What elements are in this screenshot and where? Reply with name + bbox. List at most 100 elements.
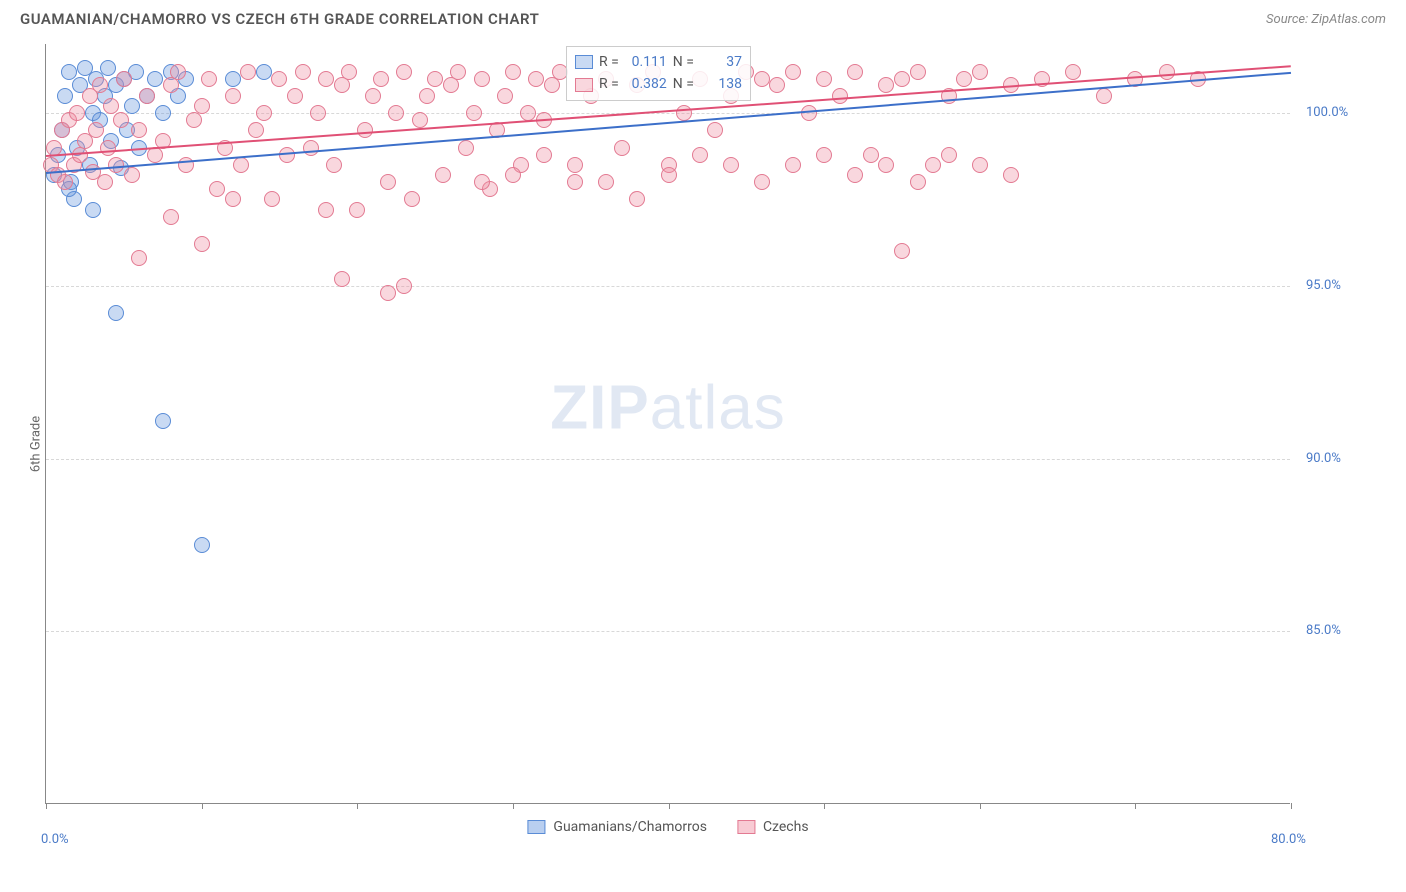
data-point — [334, 271, 350, 287]
data-point — [941, 147, 957, 163]
data-point — [380, 174, 396, 190]
data-point — [629, 191, 645, 207]
x-tick — [46, 803, 47, 809]
data-point — [404, 191, 420, 207]
data-point — [365, 88, 381, 104]
chart-source: Source: ZipAtlas.com — [1266, 12, 1386, 27]
data-point — [754, 71, 770, 87]
data-point — [233, 157, 249, 173]
y-axis-label: 6th Grade — [29, 416, 44, 472]
x-tick — [513, 803, 514, 809]
data-point — [443, 77, 459, 93]
data-point — [147, 71, 163, 87]
data-point — [894, 71, 910, 87]
data-point — [357, 122, 373, 138]
data-point — [520, 105, 536, 121]
data-point — [88, 122, 104, 138]
data-point — [295, 64, 311, 80]
data-point — [894, 243, 910, 259]
data-point — [816, 147, 832, 163]
data-point — [754, 174, 770, 190]
data-point — [310, 105, 326, 121]
data-point — [271, 71, 287, 87]
data-point — [108, 305, 124, 321]
data-point — [707, 122, 723, 138]
data-point — [412, 112, 428, 128]
data-point — [972, 64, 988, 80]
data-point — [85, 202, 101, 218]
y-tick-label: 95.0% — [1306, 278, 1341, 293]
data-point — [1065, 64, 1081, 80]
data-point — [528, 71, 544, 87]
data-point — [256, 105, 272, 121]
legend-swatch — [737, 820, 755, 834]
data-point — [334, 77, 350, 93]
data-point — [466, 105, 482, 121]
legend-label: Guamanians/Chamorros — [553, 819, 707, 835]
data-point — [225, 71, 241, 87]
legend-item: Guamanians/Chamorros — [527, 819, 707, 835]
data-point — [349, 202, 365, 218]
legend-item: Czechs — [737, 819, 809, 835]
legend-swatch — [575, 55, 593, 69]
data-point — [69, 105, 85, 121]
data-point — [474, 174, 490, 190]
x-tick — [202, 803, 203, 809]
data-point — [956, 71, 972, 87]
data-point — [131, 122, 147, 138]
data-point — [116, 71, 132, 87]
data-point — [474, 71, 490, 87]
data-point — [1096, 88, 1112, 104]
data-point — [61, 64, 77, 80]
data-point — [847, 64, 863, 80]
data-point — [435, 167, 451, 183]
data-point — [910, 64, 926, 80]
data-point — [380, 285, 396, 301]
y-tick-label: 85.0% — [1306, 623, 1341, 638]
data-point — [373, 71, 389, 87]
data-point — [567, 157, 583, 173]
x-tick — [980, 803, 981, 809]
x-tick — [357, 803, 358, 809]
data-point — [863, 147, 879, 163]
data-point — [155, 413, 171, 429]
gridline — [46, 631, 1290, 632]
data-point — [113, 112, 129, 128]
data-point — [341, 64, 357, 80]
data-point — [97, 174, 113, 190]
watermark-light: atlas — [650, 374, 786, 443]
data-point — [194, 236, 210, 252]
data-point — [163, 209, 179, 225]
data-point — [878, 157, 894, 173]
data-point — [598, 174, 614, 190]
data-point — [201, 71, 217, 87]
data-point — [614, 140, 630, 156]
data-point — [661, 167, 677, 183]
data-point — [139, 88, 155, 104]
chart-container: 6th Grade ZIPatlas 85.0% 90.0% 95.0% 100.0%… — [0, 34, 1406, 854]
data-point — [847, 167, 863, 183]
watermark-bold: ZIP — [550, 374, 649, 443]
y-tick-label: 100.0% — [1306, 105, 1348, 120]
data-point — [131, 250, 147, 266]
data-point — [194, 98, 210, 114]
legend-swatch — [527, 820, 545, 834]
data-point — [536, 147, 552, 163]
data-point — [458, 140, 474, 156]
data-point — [248, 122, 264, 138]
data-point — [396, 278, 412, 294]
data-point — [832, 88, 848, 104]
correlation-legend: R = 0.111 N = 37 R = 0.382 N = 138 — [566, 46, 751, 101]
data-point — [225, 88, 241, 104]
data-point — [57, 88, 73, 104]
data-point — [92, 77, 108, 93]
chart-title: GUAMANIAN/CHAMORRO VS CZECH 6TH GRADE CO… — [20, 10, 539, 28]
data-point — [124, 167, 140, 183]
data-point — [450, 64, 466, 80]
data-point — [186, 112, 202, 128]
data-point — [692, 147, 708, 163]
data-point — [427, 71, 443, 87]
data-point — [287, 88, 303, 104]
legend-row: R = 0.382 N = 138 — [575, 73, 742, 95]
y-tick-label: 90.0% — [1306, 451, 1341, 466]
